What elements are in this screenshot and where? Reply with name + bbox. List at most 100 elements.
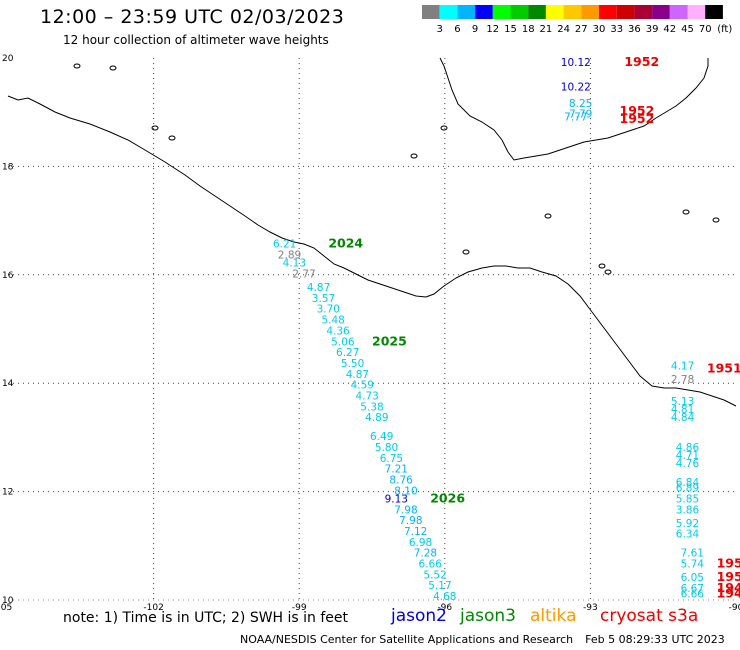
wave-height-value: 5.06 <box>331 336 355 348</box>
wave-height-value: 10.22 <box>561 82 591 94</box>
color-swatch <box>457 5 476 19</box>
color-scale-label: 45 <box>681 24 694 35</box>
color-swatch <box>422 5 440 19</box>
wave-height-value: 5.74 <box>681 558 705 570</box>
wave-height-value: 3.70 <box>317 304 340 316</box>
axis-labels: 20 18 16 14 12 10-105 -102 -99 -96 -93 -90 <box>0 54 740 613</box>
lon-label: -90 <box>729 603 740 613</box>
pass-time-label: 1952 <box>624 54 659 69</box>
pass-time-label: 1950 <box>717 569 740 584</box>
lat-label: 20 <box>2 54 14 64</box>
island <box>712 217 720 223</box>
island <box>168 135 176 141</box>
island <box>440 125 448 131</box>
island <box>73 63 81 69</box>
wave-height-value: 4.87 <box>307 282 330 294</box>
color-swatch <box>581 5 599 19</box>
color-scale-label: 27 <box>575 24 588 35</box>
lon-label: -102 <box>143 603 163 613</box>
map-subtitle: 12 hour collection of altimeter wave hei… <box>63 33 329 47</box>
wave-height-value: 10.12 <box>561 57 591 69</box>
island <box>544 213 552 219</box>
color-swatch <box>510 5 529 19</box>
wave-height-value: 7.98 <box>394 504 417 516</box>
wave-height-value: 6.05 <box>681 572 704 584</box>
color-scale-label: 3 <box>437 24 443 35</box>
color-scale-label: 18 <box>522 24 535 35</box>
wave-height-value: 5.50 <box>341 358 364 370</box>
wave-height-value: 5.80 <box>375 442 398 454</box>
lat-label: 14 <box>2 379 14 389</box>
wave-height-value: 7.77 <box>564 111 587 123</box>
wave-height-value: 6.66 <box>681 588 705 600</box>
wave-height-value: 6.89 <box>676 483 699 495</box>
wave-height-value: 6.21 <box>273 239 296 251</box>
wave-height-value: 7.98 <box>399 515 422 527</box>
wave-height-value: 2.78 <box>671 374 694 386</box>
wave-height-value: 2.77 <box>292 269 315 281</box>
wave-height-value: 7.28 <box>414 548 437 560</box>
lat-lon-grid <box>8 58 736 600</box>
wave-height-value: 5.92 <box>676 518 699 530</box>
wave-height-value: 5.17 <box>428 580 451 592</box>
pass-time-label: 1952 <box>620 103 655 118</box>
wave-height-value: 8.76 <box>389 474 413 486</box>
pass-time-label: 2025 <box>372 333 407 348</box>
wave-height-value: 4.76 <box>676 458 700 470</box>
wave-height-value: 6.66 <box>419 558 443 570</box>
color-scale-bar: 3 6 9 12 15 18 21 24 27 30 33 36 39 42 45 70 (ft) <box>422 5 732 35</box>
pass-time-label: 1951 <box>707 360 740 375</box>
map-title: 12:00 – 23:59 UTC 02/03/2023 <box>40 6 345 28</box>
color-swatch <box>528 5 546 19</box>
color-swatch <box>669 5 688 19</box>
wave-height-value: 3.57 <box>312 293 335 305</box>
color-scale-label: 42 <box>663 24 676 35</box>
color-scale-label: 15 <box>504 24 517 35</box>
wave-height-value: 8.10 <box>394 485 417 497</box>
island <box>109 65 117 71</box>
coastline-segment <box>7 95 737 407</box>
color-scale-label: 70 <box>699 24 712 35</box>
wave-height-value: 6.67 <box>681 583 704 595</box>
color-scale-label: 36 <box>628 24 641 35</box>
wave-height-value: 6.75 <box>380 453 403 465</box>
color-scale-label: 9 <box>472 24 478 35</box>
wave-height-value: 4.71 <box>676 450 699 462</box>
wave-height-value: 6.49 <box>370 431 393 443</box>
wave-height-value: 4.87 <box>346 369 369 381</box>
note: note: 1) Time is in UTC; 2) SWH is in fe… <box>63 610 349 626</box>
color-swatch <box>599 5 617 19</box>
legend-cryosat: cryosat s3a <box>600 606 699 626</box>
footer-credit: NOAA/NESDIS Center for Satellite Applica… <box>240 633 574 646</box>
wave-height-value: 4.73 <box>355 390 378 402</box>
wave-height-value: 2.89 <box>278 250 301 262</box>
wave-height-value: 4.13 <box>283 258 306 270</box>
color-scale-label: 39 <box>646 24 659 35</box>
pass-time-label: 1949 <box>717 585 740 600</box>
color-scale-label: 6 <box>454 24 460 35</box>
pass-time-label: 2026 <box>430 490 465 505</box>
coastline <box>7 57 737 407</box>
wave-height-value: 5.38 <box>360 401 383 413</box>
wave-height-value: 7.12 <box>404 526 427 538</box>
lat-label: 10 <box>2 596 14 606</box>
color-swatch <box>705 5 723 19</box>
island <box>410 153 418 159</box>
wave-height-value: 4.81 <box>671 404 694 416</box>
pass-time-label: 1950 <box>717 555 740 570</box>
wave-height-labels: 10.1210.228.257.797.776.212.894.132.774.… <box>273 57 704 603</box>
wave-height-value: 7.61 <box>681 548 704 560</box>
wave-height-value: 6.98 <box>409 537 432 549</box>
legend-jason3: jason3 <box>460 606 516 626</box>
footer: NOAA/NESDIS Center for Satellite Applica… <box>240 633 725 646</box>
pass-time-label: 1952 <box>620 111 655 126</box>
wave-height-value: 4.86 <box>676 442 700 454</box>
color-scale-label: 24 <box>557 24 570 35</box>
color-swatch <box>492 5 511 19</box>
color-scale-label: 21 <box>540 24 553 35</box>
color-scale-unit: (ft) <box>717 24 732 35</box>
footer-timestamp: Feb 5 08:29:33 UTC 2023 <box>585 633 725 646</box>
wave-height-value: 4.89 <box>365 412 388 424</box>
lon-label: -96 <box>437 603 452 613</box>
